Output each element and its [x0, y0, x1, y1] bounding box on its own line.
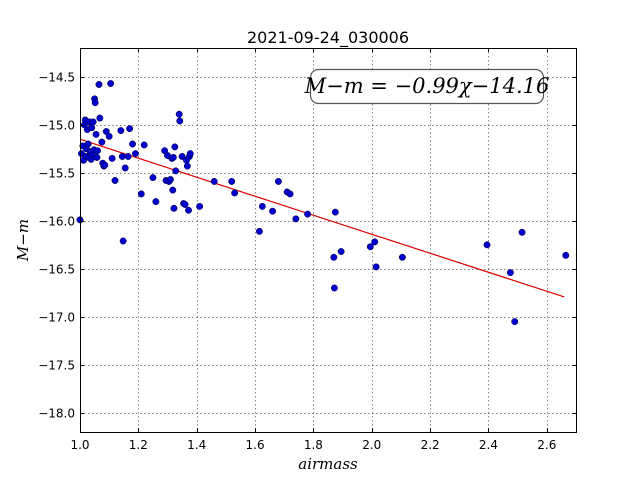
data-point: [186, 150, 194, 158]
data-point: [126, 125, 134, 133]
data-point: [166, 176, 174, 183]
y-tick-labels: −14.5 −15.0 −15.5 −16.0 −16.5 −17.0 −17.5 −18.0: [38, 70, 75, 420]
data-point: [149, 174, 157, 182]
data-point: [506, 269, 514, 277]
data-point: [118, 153, 126, 160]
annotation-text: M−m = −0.99χ−14.16: [304, 74, 550, 98]
data-point: [152, 198, 160, 206]
data-point: [94, 147, 101, 155]
fit-layer: [79, 138, 565, 298]
annotation-box: [309, 68, 545, 105]
y-tick-label: −16.5: [38, 262, 75, 276]
data-point: [89, 118, 97, 126]
y-axis-label: M−m: [14, 219, 32, 262]
x-tick-label: 1.0: [70, 438, 89, 452]
data-point: [140, 141, 148, 149]
data-point: [337, 248, 345, 255]
data-point: [518, 228, 526, 236]
data-point: [169, 153, 177, 161]
data-point: [119, 237, 127, 245]
x-tick-label: 1.6: [246, 438, 265, 452]
data-point: [181, 201, 189, 208]
data-point: [98, 138, 106, 146]
data-point: [371, 238, 379, 246]
y-tick-label: −17.5: [38, 358, 75, 372]
x-tick-label: 2.6: [537, 438, 556, 452]
x-tick-label: 1.8: [304, 438, 323, 452]
data-point: [398, 253, 406, 261]
x-tick-label: 1.2: [129, 438, 148, 452]
data-point: [330, 253, 338, 261]
data-point: [88, 124, 96, 132]
data-point: [255, 227, 263, 235]
data-point: [124, 153, 132, 160]
data-point: [196, 202, 204, 210]
data-point: [169, 186, 177, 194]
y-tick-label: −15.5: [38, 166, 75, 180]
data-point: [107, 80, 115, 87]
data-point: [84, 140, 92, 148]
y-tick-label: −14.5: [38, 70, 75, 84]
plot-frame: [80, 48, 577, 433]
data-point: [87, 155, 95, 163]
x-tick-labels: 1.0 1.2 1.4 1.6 1.8 2.0 2.2 2.4 2.6: [70, 438, 556, 452]
data-point: [274, 177, 282, 185]
data-point: [175, 110, 183, 118]
data-point: [93, 153, 101, 161]
data-point: [210, 177, 218, 185]
data-point: [178, 153, 186, 160]
data-point: [483, 241, 491, 249]
data-point: [96, 114, 104, 122]
fit-line: [79, 138, 565, 298]
data-point: [292, 215, 300, 223]
data-point: [258, 202, 266, 210]
data-point: [121, 164, 129, 172]
y-tick-label: −16.0: [38, 214, 75, 228]
data-point: [185, 206, 192, 214]
y-tick-label: −17.0: [38, 310, 75, 324]
data-point: [304, 210, 312, 218]
axis-ticks: [80, 48, 576, 432]
data-point: [331, 208, 339, 216]
data-point: [108, 154, 116, 162]
data-point: [372, 263, 380, 271]
data-point: [170, 204, 178, 212]
data-point: [176, 117, 184, 125]
data-point: [231, 189, 239, 197]
data-point: [131, 150, 139, 158]
data-point: [330, 284, 338, 292]
data-point: [91, 99, 99, 107]
x-tick-label: 2.0: [362, 438, 381, 452]
data-point: [511, 318, 519, 326]
data-point: [111, 177, 119, 184]
data-point: [286, 190, 294, 198]
fit-equation-annotation: M−m = −0.99χ−14.16: [304, 68, 550, 105]
y-tick-label: −18.0: [38, 406, 75, 420]
data-point: [183, 162, 191, 170]
data-point: [129, 140, 136, 148]
x-tick-label: 1.4: [187, 438, 206, 452]
data-point: [228, 177, 236, 185]
data-point: [95, 81, 103, 88]
data-point: [105, 132, 113, 140]
chart-title: 2021-09-24_030006: [247, 28, 409, 48]
data-point: [171, 143, 179, 151]
data-points: [76, 80, 570, 326]
data-point: [92, 130, 100, 138]
data-point: [366, 243, 374, 251]
data-point: [137, 190, 145, 198]
data-point: [562, 251, 570, 259]
y-tick-label: −15.0: [38, 118, 75, 132]
x-tick-label: 2.4: [479, 438, 498, 452]
data-point: [101, 161, 109, 169]
data-point: [117, 127, 125, 135]
x-tick-label: 2.2: [421, 438, 440, 452]
data-point: [269, 207, 277, 215]
x-axis-label: airmass: [298, 455, 358, 473]
data-point: [172, 167, 180, 175]
